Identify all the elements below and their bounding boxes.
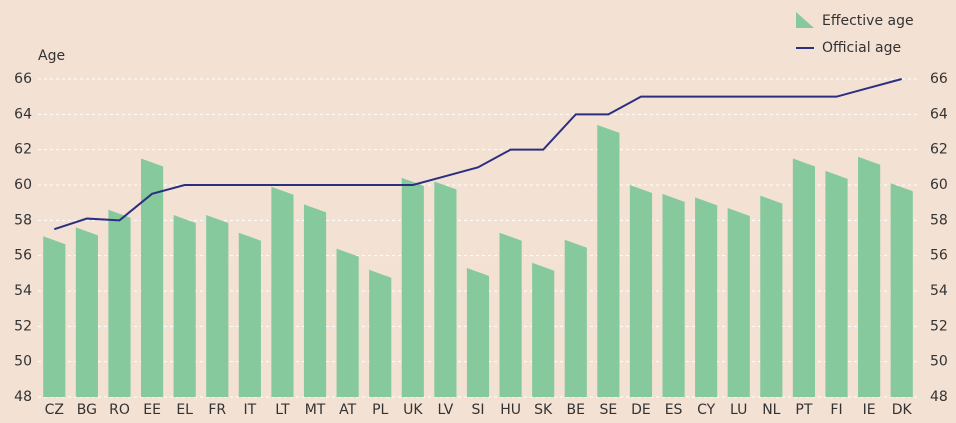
x-tick-label: SK (534, 402, 553, 418)
y2-tick-label: 62 (930, 142, 948, 158)
bar (173, 215, 196, 397)
legend-label: Effective age (822, 13, 914, 29)
x-tick-label: LV (437, 402, 453, 418)
bar (140, 158, 164, 397)
y2-tick-label: 66 (930, 71, 948, 87)
bar (532, 262, 555, 397)
y2-tick-label: 60 (930, 177, 948, 193)
bar (629, 185, 653, 397)
y2-tick-label: 58 (930, 212, 948, 228)
x-tick-label: FI (830, 402, 842, 418)
x-tick-label: RO (109, 402, 130, 418)
x-tick-label: EE (143, 402, 161, 418)
bar (499, 232, 522, 397)
x-tick-label: PL (372, 402, 388, 418)
x-tick-label: NL (762, 402, 780, 418)
bar (792, 158, 816, 397)
y-tick-label: 62 (14, 142, 32, 158)
x-tick-label: IT (244, 402, 257, 418)
bar (369, 269, 392, 397)
y-tick-label: 66 (14, 71, 32, 87)
legend-label: Official age (822, 40, 901, 56)
bar (238, 232, 261, 397)
y-tick-label: 56 (14, 248, 32, 264)
y-tick-label: 60 (14, 177, 32, 193)
bar (271, 186, 294, 397)
x-tick-label: PT (795, 402, 812, 418)
x-tick-label: CY (697, 402, 716, 418)
x-tick-label: DK (892, 402, 913, 418)
x-tick-label: HU (500, 402, 521, 418)
bar (75, 227, 98, 397)
x-tick-label: BE (567, 402, 585, 418)
bar (890, 183, 913, 397)
y-tick-label: 64 (14, 106, 32, 122)
x-tick-label: EL (176, 402, 193, 418)
y-tick-label: 58 (14, 212, 32, 228)
bar (695, 197, 718, 397)
x-tick-label: BG (77, 402, 97, 418)
x-tick-label: AT (339, 402, 356, 418)
bar (336, 248, 359, 397)
y-tick-label: 52 (14, 318, 32, 334)
y2-tick-label: 64 (930, 106, 948, 122)
bar (858, 156, 881, 397)
bar (303, 204, 327, 397)
y2-tick-label: 50 (930, 354, 948, 370)
line (53, 78, 902, 231)
bar (825, 170, 848, 397)
x-tick-label: SI (471, 402, 484, 418)
x-tick-label: ES (665, 402, 683, 418)
y-tick-label: 48 (14, 389, 32, 405)
bar (108, 209, 131, 397)
x-tick-label: IE (863, 402, 876, 418)
x-tick-label: DE (631, 402, 651, 418)
bar (662, 193, 685, 397)
bar (401, 177, 424, 397)
y2-tick-label: 48 (930, 389, 948, 405)
x-tick-label: UK (403, 402, 423, 418)
bar (597, 124, 620, 397)
x-tick-label: CZ (45, 402, 64, 418)
bar (434, 181, 457, 397)
bar (760, 195, 783, 397)
bar (466, 268, 490, 397)
x-tick-label: MT (305, 402, 326, 418)
bar (206, 215, 229, 397)
bar (43, 236, 66, 397)
y-axis-label: Age (38, 48, 65, 64)
x-tick-label: LT (275, 402, 290, 418)
x-tick-label: LU (730, 402, 747, 418)
bar (564, 239, 587, 397)
x-tick-label: FR (208, 402, 226, 418)
y-tick-label: 50 (14, 354, 32, 370)
y2-tick-label: 52 (930, 318, 948, 334)
y2-tick-label: 56 (930, 248, 948, 264)
y-tick-label: 54 (14, 283, 32, 299)
x-tick-label: SE (600, 402, 618, 418)
legend-swatch (796, 12, 814, 28)
bar (727, 207, 750, 397)
y2-tick-label: 54 (930, 283, 948, 299)
